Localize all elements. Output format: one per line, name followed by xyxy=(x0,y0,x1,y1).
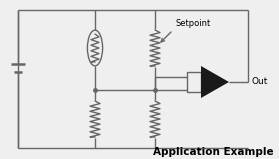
Text: Out: Out xyxy=(251,77,267,86)
Bar xyxy=(187,72,201,92)
Text: Setpoint: Setpoint xyxy=(175,19,210,28)
Text: Application Example: Application Example xyxy=(153,147,274,157)
Polygon shape xyxy=(201,66,229,98)
